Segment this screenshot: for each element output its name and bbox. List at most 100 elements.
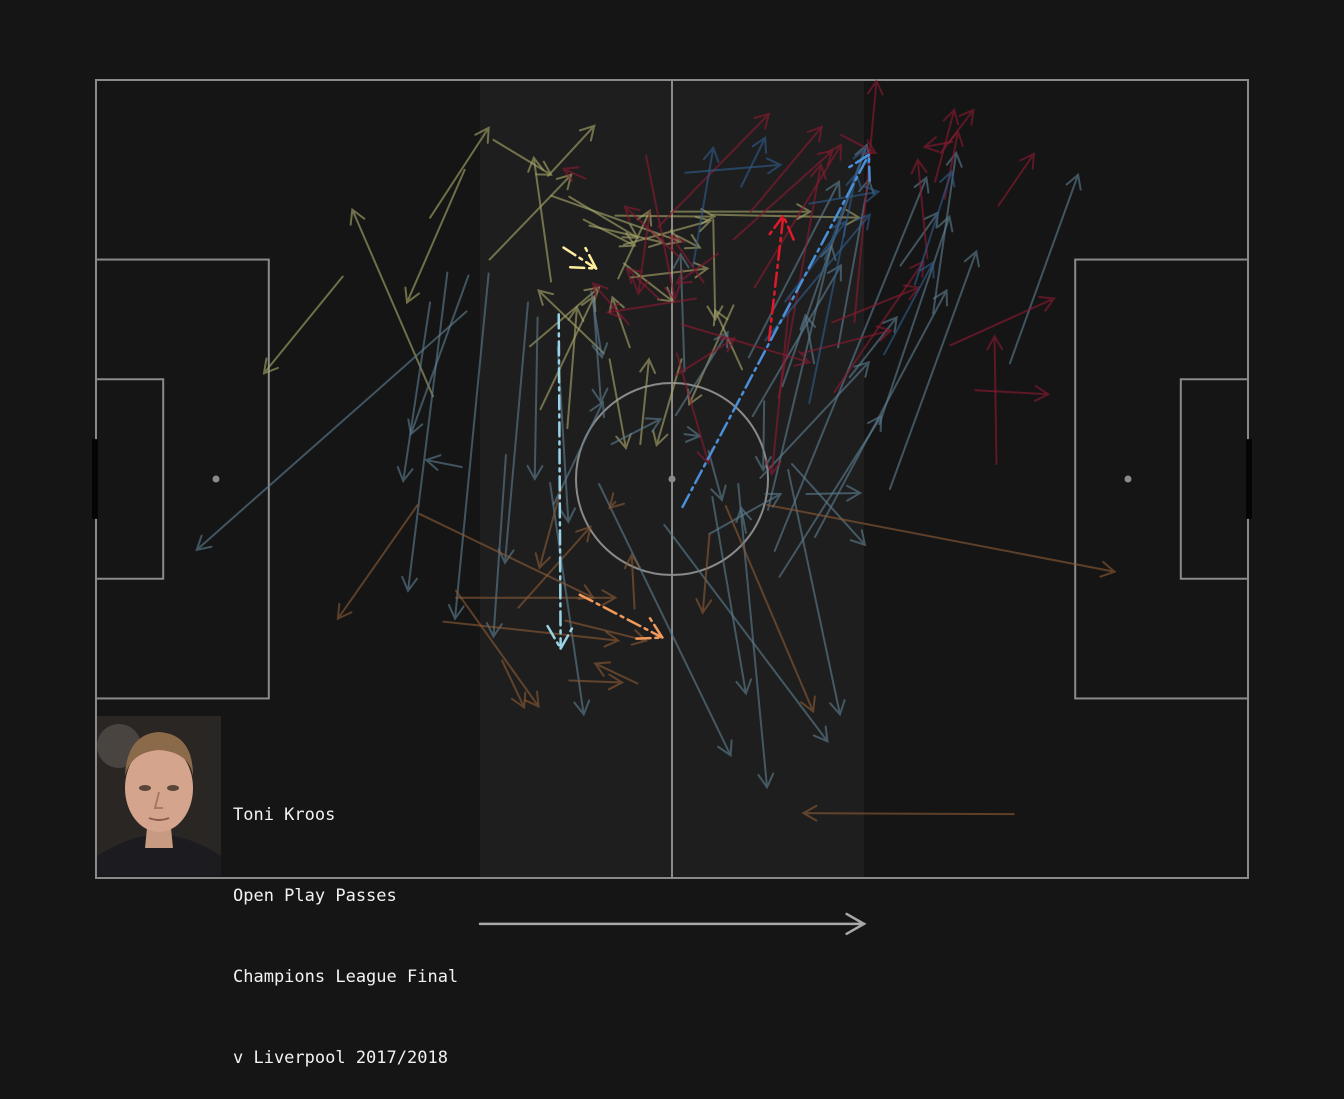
pass-arrow-brown [564,619,649,646]
pass-arrow-crimson [753,143,843,289]
direction-arrow [478,912,867,936]
pass-arrow-steel [799,313,817,365]
pass-arrow-crimson [674,337,737,377]
highlight-pass-brown [578,593,665,640]
pass-arrow-crimson [949,296,1056,347]
pass-arrow-crimson [561,166,587,182]
pass-arrow-steel [773,175,930,552]
center-spot [668,475,676,483]
pass-arrow-crimson [800,325,893,355]
pass-arrow-brown [608,492,625,510]
pass-arrow-steel [598,482,733,758]
pass-arrow-steel [759,360,871,480]
right-penalty-spot [1124,475,1132,483]
pass-arrow-brown [695,533,713,615]
pass-arrow-crimson [625,267,661,301]
pass-arrow-olive [404,168,466,305]
player-name: Toni Kroos [233,805,336,825]
pass-arrow-brown [593,661,639,685]
pass-arrow-crimson [934,107,960,183]
pass-arrow-crimson [986,334,1004,466]
pass-arrow-crimson [939,108,975,154]
pass-arrow-steel [1008,172,1082,365]
caption-subtitle: Open Play Passes [233,886,397,906]
pass-arrow-olive [527,155,553,283]
pass-arrow-olive [262,275,344,375]
pass-arrow-crimson [922,136,954,153]
pass-arrow-steel [791,463,867,547]
pass-arrow-crimson [605,297,697,319]
pass-arrow-crimson [591,281,630,326]
pass-arrow-olive [349,207,434,398]
pass-arrow-steel [848,315,898,379]
right-goal [1246,439,1252,519]
pass-arrow-steel [888,249,980,490]
pass-arrow-brown [455,589,618,607]
pass-arrows [195,78,1117,822]
pass-arrow-crimson [675,252,720,285]
pass-arrow-navy [883,260,935,356]
pass-arrow-brown [517,525,592,609]
caption-competition: Champions League Final [233,967,459,987]
pass-arrow-navy [692,145,720,267]
pass-arrow-brown [724,504,816,714]
pass-arrow-navy [808,171,863,405]
pass-arrow-crimson [669,233,705,284]
pass-arrow-olive [539,294,597,411]
pass-arrow-steel [610,417,663,446]
pass-arrow-navy [764,213,872,342]
pass-arrow-olive [537,289,605,355]
left-penalty-spot [212,475,220,483]
pass-arrow-steel [708,492,783,535]
caption-opponent-season: v Liverpool 2017/2018 [233,1048,448,1068]
pass-arrow-steel [707,450,727,502]
pass-arrow-brown [534,485,563,570]
pass-arrow-crimson [680,323,812,367]
caption-block: Toni Kroos Open Play Passes Champions Le… [233,748,458,1099]
pass-arrow-olive [639,357,657,446]
pass-arrow-brown [801,804,1015,822]
pass-arrow-steel [447,272,490,621]
pass-arrow-brown [442,620,621,648]
pass-arrow-navy [823,146,869,261]
pass-arrow-olive [712,308,744,371]
pass-arrow-crimson [623,205,681,259]
pass-arrow-crimson [974,385,1051,402]
pass-arrow-steel [590,290,609,360]
pass-arrow-steel [751,263,842,418]
pass-arrow-olive [547,124,596,177]
pass-arrow-steel [396,301,432,483]
pass-arrow-steel [754,400,772,473]
pass-arrow-steel [778,414,883,578]
pass-arrow-crimson [910,157,929,260]
pass-arrow-steel [407,274,470,437]
highlight-pass-olive [562,244,599,270]
pass-arrow-navy [913,169,956,286]
pass-arrow-steel [195,310,468,552]
pass-arrow-olive [429,126,490,219]
center-circle [575,382,769,576]
pass-arrow-steel [805,484,863,502]
pass-arrow-crimson [764,295,792,477]
pass-arrow-steel [814,288,949,538]
pass-arrow-crimson [853,78,884,324]
pass-arrow-steel [424,454,463,471]
pitch-markings [92,79,1252,879]
pass-arrow-steel [747,179,841,359]
pass-arrow-brown [501,659,527,710]
attack-direction-arrow [478,912,867,936]
pass-arrow-olive [488,173,573,261]
pass-arrow-crimson [833,259,925,394]
pass-arrow-brown [336,503,419,621]
pass-arrow-brown [623,552,641,610]
player-portrait [97,716,221,876]
left-goal [92,439,98,519]
pass-arrow-navy [808,185,881,205]
pass-arrow-steel [878,214,954,426]
pass-arrow-crimson [749,125,824,213]
highlight-pass-steel [546,313,575,652]
pass-arrow-navy [740,136,768,188]
pass-map [92,78,1252,936]
pass-arrow-steel [526,316,544,482]
pass-arrow-olive [566,305,585,430]
